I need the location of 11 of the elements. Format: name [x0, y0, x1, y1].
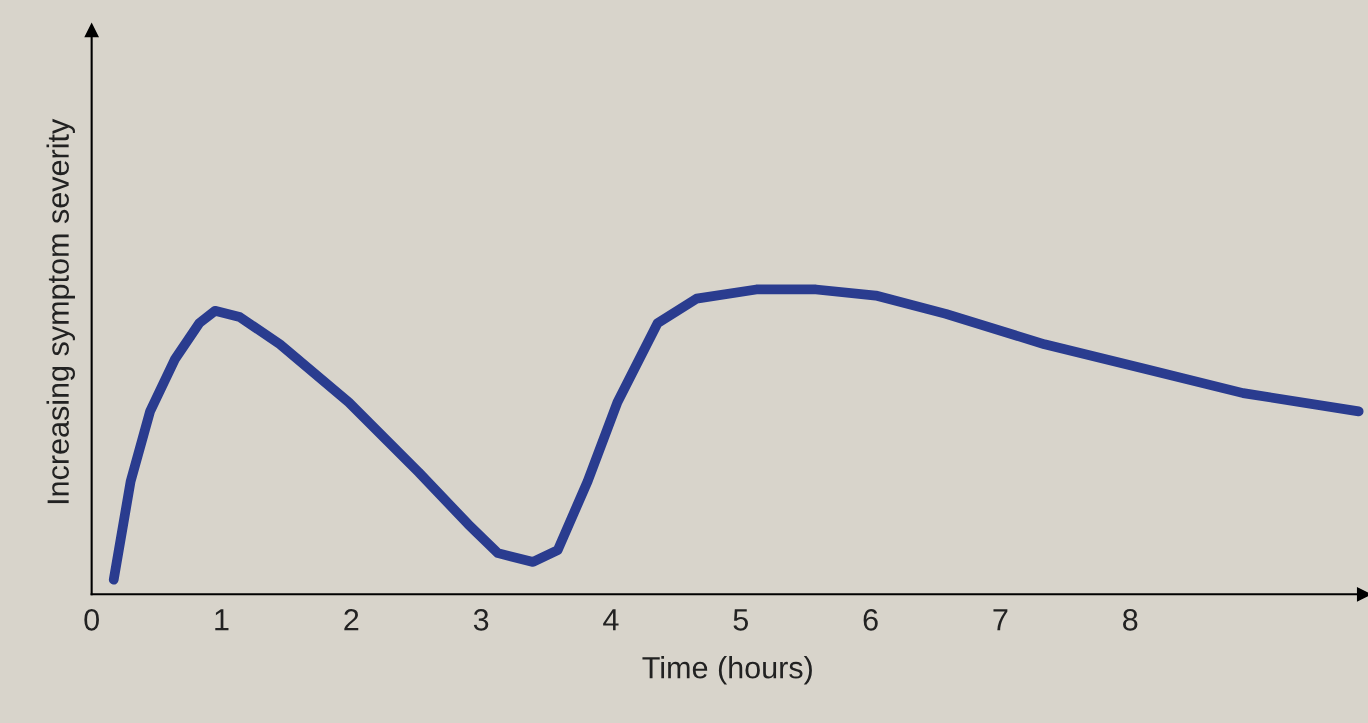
x-tick-label: 5 — [733, 609, 748, 631]
x-tick-label: 0 — [84, 609, 99, 631]
x-tick-label: 2 — [344, 609, 359, 631]
x-tick-label: 8 — [1123, 609, 1138, 631]
x-tick-label: 3 — [473, 609, 489, 631]
x-tick-label: 6 — [863, 609, 878, 631]
x-tick-label: 1 — [215, 609, 229, 631]
y-axis-title: Increasing symptom severity — [46, 118, 75, 504]
x-tick-label: 4 — [603, 609, 619, 631]
x-axis-title: Time (hours) — [642, 656, 812, 685]
x-tick-label: 7 — [993, 609, 1008, 631]
